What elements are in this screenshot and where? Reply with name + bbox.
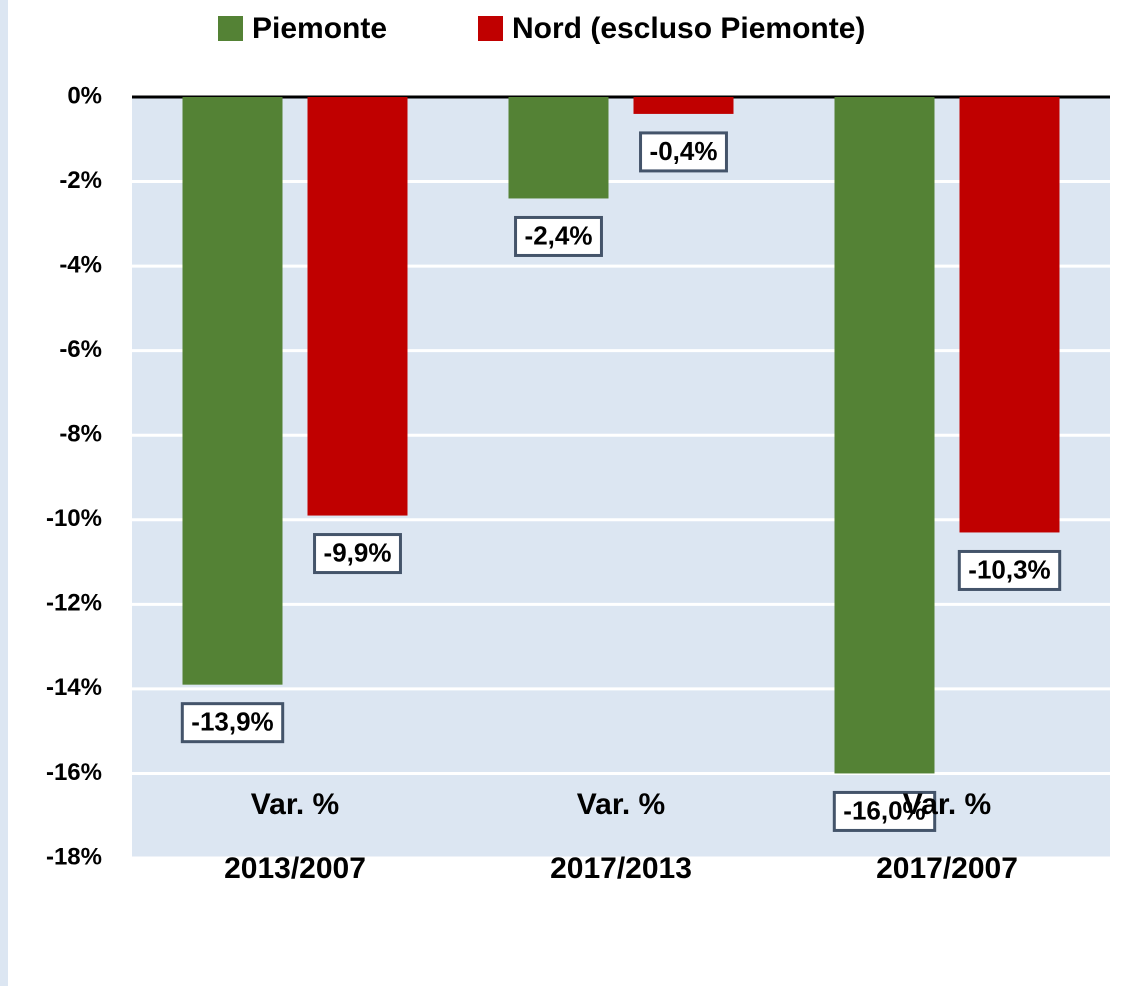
data-label-box bbox=[514, 215, 603, 257]
legend-label: Nord (escluso Piemonte) bbox=[512, 12, 865, 45]
bar bbox=[834, 97, 935, 774]
y-tick-label: -18% bbox=[46, 843, 102, 870]
data-label: -9,9% bbox=[313, 533, 402, 575]
data-label-box bbox=[832, 790, 937, 832]
legend-swatch bbox=[478, 16, 503, 41]
y-tick-label: -2% bbox=[59, 167, 102, 194]
data-label-text: -13,9% bbox=[191, 707, 273, 737]
x-tick-label: Var. % 2013/2007 bbox=[224, 788, 366, 885]
bar bbox=[182, 97, 283, 685]
y-tick-label: -14% bbox=[46, 674, 102, 701]
legend-label: Piemonte bbox=[252, 12, 387, 45]
bar bbox=[508, 97, 609, 199]
y-tick-label: 0% bbox=[67, 82, 102, 109]
legend-swatch bbox=[218, 16, 243, 41]
data-label-text: -16,0% bbox=[843, 795, 925, 825]
y-tick-label: -16% bbox=[46, 759, 102, 786]
data-label: -16,0% bbox=[832, 790, 937, 832]
plot-background bbox=[132, 97, 1110, 858]
y-tick-label: -8% bbox=[59, 421, 102, 448]
data-label-box bbox=[180, 702, 285, 744]
data-label-text: -2,4% bbox=[525, 220, 593, 250]
data-label: -10,3% bbox=[957, 549, 1062, 591]
y-tick-label: -10% bbox=[46, 505, 102, 532]
bar bbox=[959, 97, 1060, 533]
data-label-text: -10,3% bbox=[968, 554, 1050, 584]
bar bbox=[633, 97, 734, 114]
data-label: -0,4% bbox=[639, 131, 728, 173]
y-tick-label: -4% bbox=[59, 251, 102, 278]
data-label-text: -9,9% bbox=[324, 537, 392, 567]
data-label-box bbox=[957, 549, 1062, 591]
frame-edge bbox=[0, 0, 8, 986]
x-tick-label: Var. % 2017/2007 bbox=[876, 788, 1018, 885]
data-label-text: -0,4% bbox=[650, 136, 718, 166]
data-label: -13,9% bbox=[180, 702, 285, 744]
bar bbox=[307, 97, 408, 516]
data-label-box bbox=[313, 533, 402, 575]
data-label: -2,4% bbox=[514, 215, 603, 257]
y-tick-label: -6% bbox=[59, 336, 102, 363]
data-label-box bbox=[639, 131, 728, 173]
x-tick-label: Var. % 2017/2013 bbox=[550, 788, 692, 885]
y-tick-label: -12% bbox=[46, 590, 102, 617]
